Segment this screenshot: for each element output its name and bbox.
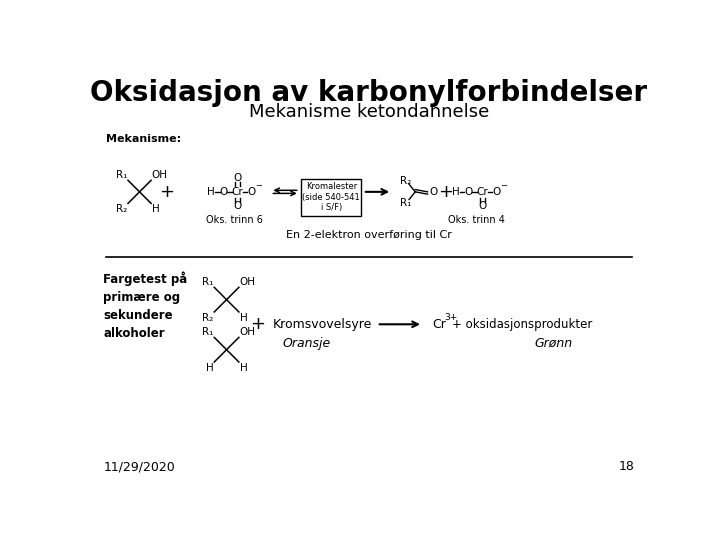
Text: R₂: R₂ (400, 176, 411, 186)
Text: Kromsvovelsyre: Kromsvovelsyre (273, 318, 372, 331)
Text: O: O (233, 173, 241, 183)
Text: 3+: 3+ (444, 313, 458, 322)
Text: H: H (152, 204, 160, 214)
Text: O: O (492, 187, 500, 197)
Text: +: + (159, 183, 174, 201)
Text: O: O (464, 187, 472, 197)
Text: H: H (207, 187, 215, 197)
Bar (301, 179, 361, 215)
Text: H: H (452, 187, 460, 197)
Text: Fargetest på
primære og
sekundere
alkoholer: Fargetest på primære og sekundere alkoho… (104, 271, 188, 340)
Text: Grønn: Grønn (534, 337, 572, 350)
Text: OH: OH (240, 327, 256, 336)
Text: Cr: Cr (477, 187, 488, 197)
Text: 18: 18 (618, 460, 634, 473)
Text: O: O (478, 201, 486, 211)
Text: R₂: R₂ (202, 313, 213, 323)
Text: Oks. trinn 6: Oks. trinn 6 (206, 215, 263, 225)
Text: H: H (240, 313, 248, 323)
Text: O: O (220, 187, 228, 197)
Text: 11/29/2020: 11/29/2020 (104, 460, 175, 473)
Text: H: H (240, 363, 248, 373)
Text: En 2-elektron overføring til Cr: En 2-elektron overføring til Cr (286, 231, 452, 240)
Text: +: + (438, 183, 454, 201)
Text: Mekanisme ketondannelse: Mekanisme ketondannelse (249, 103, 489, 122)
Text: −: − (500, 181, 507, 190)
Text: Oksidasjon av karbonylforbindelser: Oksidasjon av karbonylforbindelser (91, 79, 647, 107)
Text: H: H (206, 363, 213, 373)
Text: +: + (250, 315, 265, 333)
Text: Mekanisme:: Mekanisme: (106, 134, 181, 144)
Text: R₁: R₁ (202, 276, 213, 287)
Text: O: O (247, 187, 256, 197)
Text: Cr: Cr (432, 318, 446, 331)
Text: O: O (233, 201, 241, 211)
Text: R₂: R₂ (116, 204, 127, 214)
Text: + oksidasjonsprodukter: + oksidasjonsprodukter (452, 318, 593, 331)
Text: Kromalester
(side 540-541
i S/F): Kromalester (side 540-541 i S/F) (302, 183, 360, 212)
Text: OH: OH (152, 170, 168, 179)
Text: Oks. trinn 4: Oks. trinn 4 (448, 215, 505, 225)
Text: OH: OH (240, 276, 256, 287)
Text: R₁: R₁ (400, 198, 411, 207)
Text: Oransje: Oransje (283, 337, 331, 350)
Text: R₁: R₁ (202, 327, 213, 336)
Text: −: − (255, 181, 262, 190)
Text: O: O (430, 187, 438, 197)
Text: Cr: Cr (231, 187, 243, 197)
Text: R₁: R₁ (116, 170, 127, 179)
